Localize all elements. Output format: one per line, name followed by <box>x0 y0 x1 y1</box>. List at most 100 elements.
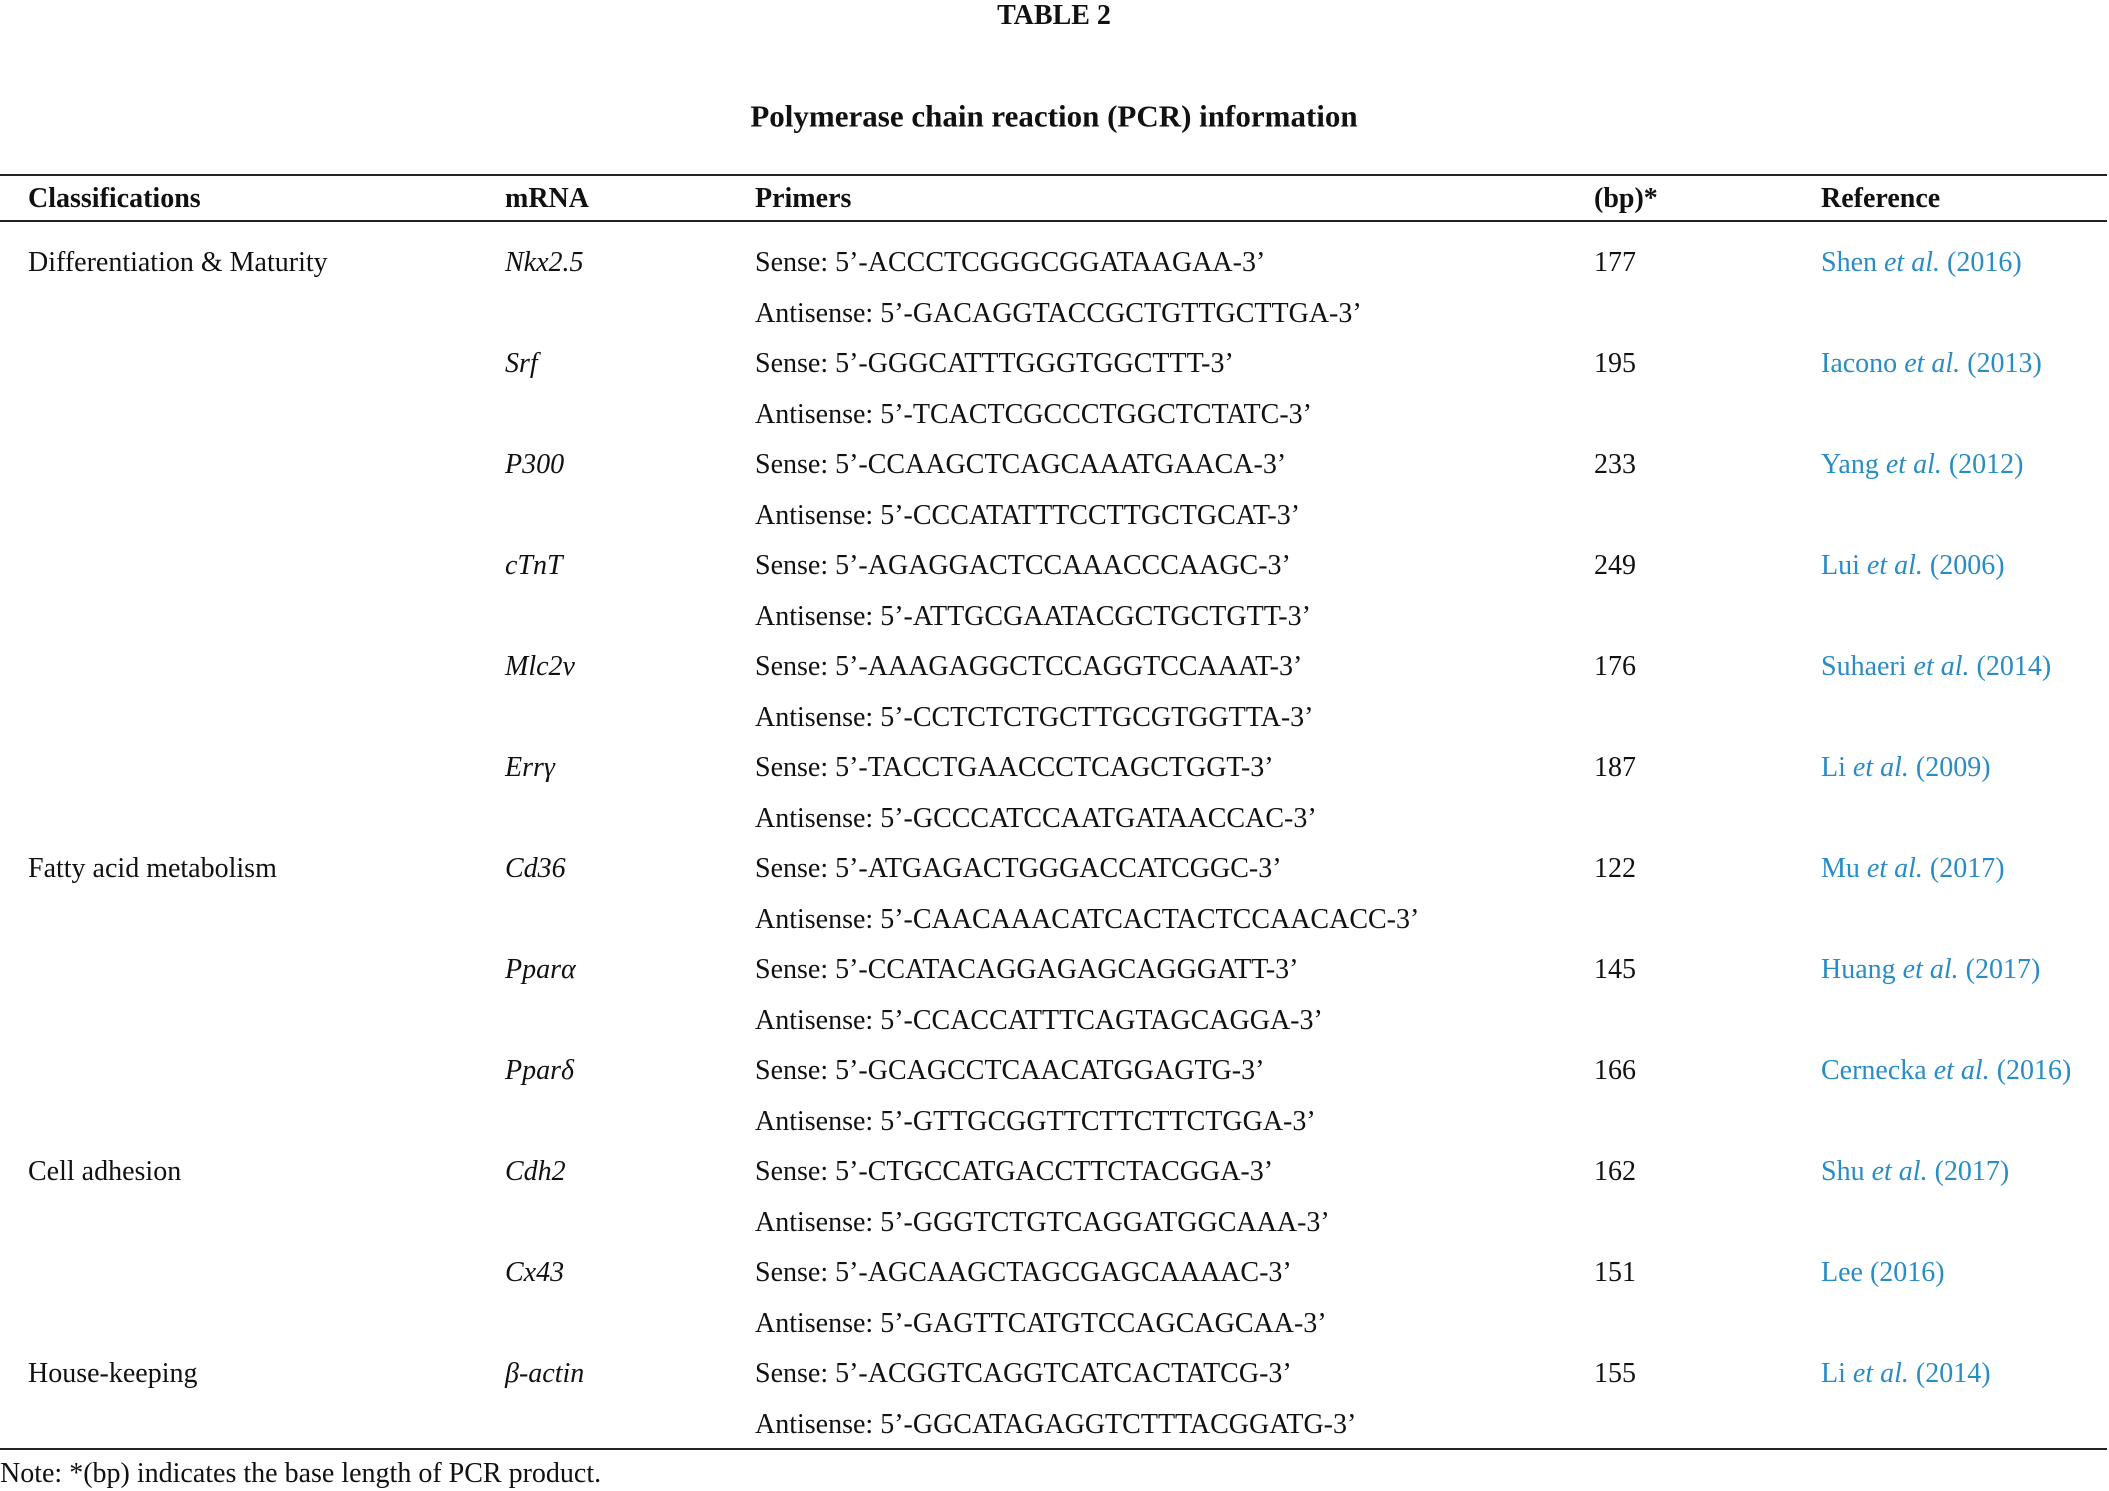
column-header: Reference <box>1821 183 1941 214</box>
antisense-primer: Antisense: 5’-CCACCATTTCAGTAGCAGGA-3’ <box>755 1004 1323 1036</box>
antisense-primer: Antisense: 5’-GTTGCGGTTCTTCTTCTGGA-3’ <box>755 1105 1316 1137</box>
product-length: 187 <box>1594 752 1636 783</box>
product-length: 176 <box>1594 651 1636 682</box>
reference[interactable]: Lee (2016) <box>1821 1259 1945 1287</box>
reference-etal: et al. <box>1866 853 1923 884</box>
product-length: 249 <box>1594 550 1636 581</box>
reference[interactable]: Mu et al. (2017) <box>1821 855 2005 883</box>
product-length: 233 <box>1594 449 1636 480</box>
reference-author: Suhaeri <box>1821 651 1907 682</box>
column-header: Classifications <box>28 183 201 214</box>
antisense-primer: Antisense: 5’-CCTCTCTGCTTGCGTGGTTA-3’ <box>755 701 1314 733</box>
antisense-primer: Antisense: 5’-GAGTTCATGTCCAGCAGCAA-3’ <box>755 1307 1327 1339</box>
reference[interactable]: Shen et al. (2016) <box>1821 249 2022 277</box>
mrna: Mlc2v <box>505 651 575 682</box>
reference-author: Yang <box>1821 449 1879 480</box>
reference-author: Mu <box>1821 853 1860 884</box>
mrna: Nkx2.5 <box>505 247 584 278</box>
sense-primer: Sense: 5’-ACCCTCGGGCGGATAAGAA-3’ <box>755 247 1266 278</box>
reference-author: Shu <box>1821 1156 1865 1187</box>
sense-primer: Sense: 5’-CCATACAGGAGAGCAGGGATT-3’ <box>755 954 1299 985</box>
reference-year: (2014) <box>1915 1358 1991 1389</box>
reference-year: (2016) <box>1947 247 2022 278</box>
mrna: P300 <box>505 449 565 480</box>
reference-etal: et al. <box>1933 1055 1990 1086</box>
antisense-primer: Antisense: 5’-GGCATAGAGGTCTTTACGGATG-3’ <box>755 1408 1357 1440</box>
product-length: 145 <box>1594 954 1636 985</box>
reference-year: (2012) <box>1948 449 2024 480</box>
sense-primer: Sense: 5’-AAAGAGGCTCCAGGTCCAAAT-3’ <box>755 651 1303 682</box>
reference-etal: et al. <box>1852 752 1909 783</box>
mrna: cTnT <box>505 550 563 581</box>
reference[interactable]: Iacono et al. (2013) <box>1821 350 2042 378</box>
antisense-primer: Antisense: 5’-CCCATATTTCCTTGCTGCAT-3’ <box>755 499 1301 531</box>
reference[interactable]: Li et al. (2009) <box>1821 754 1991 782</box>
sense-primer: Sense: 5’-AGAGGACTCCAAACCCAAGC-3’ <box>755 550 1291 581</box>
product-length: 155 <box>1594 1358 1636 1389</box>
reference-etal: et al. <box>1866 550 1923 581</box>
antisense-primer: Antisense: 5’-GACAGGTACCGCTGTTGCTTGA-3’ <box>755 297 1362 329</box>
rule <box>0 220 2107 222</box>
reference-etal: et al. <box>1884 247 1940 278</box>
reference[interactable]: Cernecka et al. (2016) <box>1821 1057 2071 1085</box>
column-header: Primers <box>755 183 852 214</box>
reference-etal: et al. <box>1902 954 1959 985</box>
column-header: (bp)* <box>1594 183 1658 214</box>
mrna: Pparα <box>505 954 576 985</box>
mrna: Cd36 <box>505 853 566 884</box>
table-subtitle: Polymerase chain reaction (PCR) informat… <box>750 98 1358 134</box>
mrna: Cdh2 <box>505 1156 566 1187</box>
mrna: Pparδ <box>505 1055 575 1086</box>
rule <box>0 174 2107 176</box>
reference-year: (2016) <box>1869 1257 1945 1288</box>
reference-year: (2013) <box>1967 348 2042 379</box>
classification: Fatty acid metabolism <box>28 853 277 884</box>
reference-year: (2016) <box>1996 1055 2072 1086</box>
sense-primer: Sense: 5’-CTGCCATGACCTTCTACGGA-3’ <box>755 1156 1274 1187</box>
reference-author: Lui <box>1821 550 1860 581</box>
sense-primer: Sense: 5’-CCAAGCTCAGCAAATGAACA-3’ <box>755 449 1287 480</box>
antisense-primer: Antisense: 5’-GGGTCTGTCAGGATGGCAAA-3’ <box>755 1206 1330 1238</box>
mrna: Errγ <box>505 752 555 783</box>
reference-author: Cernecka <box>1821 1055 1927 1086</box>
sense-primer: Sense: 5’-ACGGTCAGGTCATCACTATCG-3’ <box>755 1358 1292 1389</box>
sense-primer: Sense: 5’-GGGCATTTGGGTGGCTTT-3’ <box>755 348 1234 379</box>
product-length: 162 <box>1594 1156 1636 1187</box>
reference[interactable]: Shu et al. (2017) <box>1821 1158 2009 1186</box>
reference[interactable]: Suhaeri et al. (2014) <box>1821 653 2051 681</box>
column-header: mRNA <box>505 183 589 214</box>
reference-etal: et al. <box>1913 651 1970 682</box>
reference-year: (2017) <box>1929 853 2005 884</box>
sense-primer: Sense: 5’-AGCAAGCTAGCGAGCAAAAC-3’ <box>755 1257 1292 1288</box>
reference-year: (2006) <box>1929 550 2005 581</box>
reference-author: Li <box>1821 752 1846 783</box>
reference-author: Lee <box>1821 1257 1863 1288</box>
sense-primer: Sense: 5’-TACCTGAACCCTCAGCTGGT-3’ <box>755 752 1274 783</box>
reference-year: (2014) <box>1976 651 2052 682</box>
reference-etal: et al. <box>1852 1358 1909 1389</box>
antisense-primer: Antisense: 5’-ATTGCGAATACGCTGCTGTT-3’ <box>755 600 1311 632</box>
reference[interactable]: Huang et al. (2017) <box>1821 956 2040 984</box>
reference[interactable]: Lui et al. (2006) <box>1821 552 2005 580</box>
reference-etal: et al. <box>1885 449 1942 480</box>
reference[interactable]: Li et al. (2014) <box>1821 1360 1991 1388</box>
classification: House-keeping <box>28 1358 198 1389</box>
product-length: 151 <box>1594 1257 1636 1288</box>
product-length: 195 <box>1594 348 1636 379</box>
mrna: Srf <box>505 348 538 379</box>
table-note: Note: *(bp) indicates the base length of… <box>0 1458 602 1489</box>
reference-etal: et al. <box>1871 1156 1928 1187</box>
reference-year: (2017) <box>1934 1156 2010 1187</box>
reference-year: (2009) <box>1915 752 1991 783</box>
antisense-primer: Antisense: 5’-CAACAAACATCACTACTCCAACACC-… <box>755 903 1420 935</box>
product-length: 166 <box>1594 1055 1636 1086</box>
antisense-primer: Antisense: 5’-TCACTCGCCCTGGCTCTATC-3’ <box>755 398 1312 430</box>
reference-author: Shen <box>1821 247 1877 278</box>
product-length: 122 <box>1594 853 1636 884</box>
sense-primer: Sense: 5’-GCAGCCTCAACATGGAGTG-3’ <box>755 1055 1265 1086</box>
product-length: 177 <box>1594 247 1636 278</box>
rule <box>0 1448 2107 1450</box>
antisense-primer: Antisense: 5’-GCCCATCCAATGATAACCAC-3’ <box>755 802 1317 834</box>
reference[interactable]: Yang et al. (2012) <box>1821 451 2024 479</box>
